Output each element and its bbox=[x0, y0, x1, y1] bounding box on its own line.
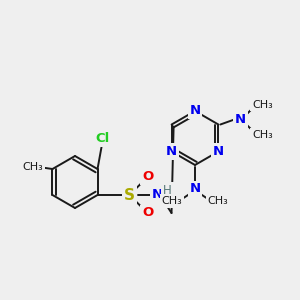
Text: CH₃: CH₃ bbox=[252, 100, 273, 110]
Text: N: N bbox=[213, 145, 224, 158]
Text: S: S bbox=[124, 188, 135, 202]
Text: N: N bbox=[166, 145, 177, 158]
Text: O: O bbox=[142, 170, 153, 184]
Text: CH₃: CH₃ bbox=[22, 162, 43, 172]
Text: H: H bbox=[163, 184, 172, 196]
Text: CH₃: CH₃ bbox=[252, 130, 273, 140]
Text: CH₃: CH₃ bbox=[162, 196, 182, 206]
Text: N: N bbox=[189, 182, 201, 196]
Text: N: N bbox=[235, 113, 246, 126]
Text: N: N bbox=[152, 188, 163, 202]
Text: Cl: Cl bbox=[95, 133, 110, 146]
Text: N: N bbox=[189, 104, 201, 118]
Text: CH₃: CH₃ bbox=[208, 196, 228, 206]
Text: O: O bbox=[142, 206, 153, 220]
